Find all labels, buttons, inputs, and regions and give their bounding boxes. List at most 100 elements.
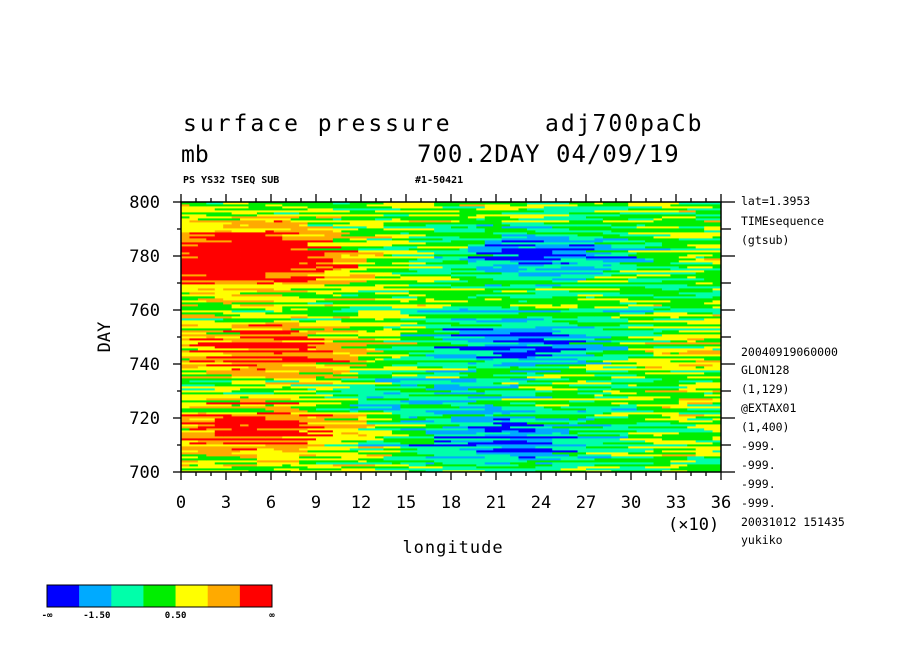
- heatmap-cell: [704, 358, 722, 361]
- heatmap-cell: [181, 378, 190, 381]
- heatmap-cell: [358, 358, 376, 361]
- heatmap-cell: [366, 460, 393, 463]
- heatmap-cell: [670, 300, 713, 303]
- heatmap-cell: [181, 312, 224, 315]
- heatmap-cell: [451, 240, 469, 243]
- heatmap-cell: [400, 442, 435, 445]
- heatmap-cell: [569, 428, 595, 431]
- heatmap-cell: [636, 274, 671, 277]
- heatmap-cell: [586, 352, 629, 355]
- heatmap-cell: [181, 368, 233, 371]
- heatmap-cell: [442, 328, 494, 331]
- heatmap-cell: [282, 260, 317, 263]
- heatmap-cell: [349, 430, 393, 433]
- heatmap-cell: [602, 392, 612, 395]
- heatmap-cell: [231, 452, 275, 455]
- heatmap-cell: [425, 370, 477, 373]
- heatmap-cell: [594, 238, 629, 241]
- heatmap-cell: [282, 364, 325, 367]
- heatmap-cell: [467, 216, 486, 219]
- heatmap-cell: [484, 392, 536, 395]
- heatmap-cell: [383, 336, 435, 339]
- heatmap-cell: [451, 334, 486, 337]
- heatmap-cell: [459, 372, 503, 375]
- heatmap-cell: [678, 356, 722, 359]
- colorbar-label: ∞: [269, 611, 275, 621]
- heatmap-cell: [383, 274, 401, 277]
- heatmap-cell: [341, 320, 393, 323]
- heatmap-cell: [594, 306, 629, 309]
- heatmap-cell: [349, 202, 384, 205]
- heatmap-cell: [206, 214, 258, 217]
- heatmap-cell: [214, 408, 266, 411]
- heatmap-cell: [619, 466, 646, 469]
- heatmap-cell: [349, 292, 376, 295]
- heatmap-cell: [408, 290, 460, 293]
- heatmap-cell: [695, 212, 713, 215]
- heatmap-cell: [535, 212, 570, 215]
- heatmap-cell: [349, 232, 401, 235]
- heatmap-cell: [417, 344, 435, 347]
- heatmap-cell: [712, 320, 722, 323]
- heatmap-cell: [586, 258, 604, 261]
- heatmap-cell: [653, 346, 705, 349]
- heatmap-cell: [484, 302, 511, 305]
- heatmap-cell: [273, 394, 292, 397]
- heatmap-cell: [628, 250, 671, 253]
- heatmap-cell: [223, 352, 275, 355]
- heatmap-cell: [391, 406, 401, 409]
- heatmap-cell: [181, 396, 216, 399]
- heatmap-cell: [712, 288, 722, 291]
- heatmap-cell: [256, 460, 300, 463]
- heatmap-cell: [349, 324, 384, 327]
- heatmap-cell: [349, 316, 384, 319]
- heatmap-cell: [349, 408, 401, 411]
- heatmap-cell: [316, 378, 342, 381]
- heatmap-cell: [358, 416, 368, 419]
- heatmap-cell: [223, 302, 233, 305]
- heatmap-cell: [526, 376, 562, 379]
- heatmap-cell: [695, 282, 713, 285]
- heatmap-cell: [695, 440, 722, 443]
- heatmap-cell: [181, 286, 207, 289]
- heatmap-cell: [594, 414, 629, 417]
- heatmap-cell: [290, 444, 325, 447]
- heatmap-cell: [223, 250, 241, 253]
- heatmap-cell: [602, 350, 646, 353]
- heatmap-cell: [307, 248, 359, 251]
- heatmap-cell: [628, 448, 654, 451]
- heatmap-cell: [189, 266, 233, 269]
- heatmap-cell: [543, 406, 553, 409]
- heatmap-cell: [535, 368, 587, 371]
- heatmap-cell: [552, 332, 595, 335]
- heatmap-cell: [476, 206, 486, 209]
- heatmap-cell: [695, 276, 722, 279]
- heatmap-cell: [282, 282, 292, 285]
- heatmap-cell: [358, 376, 393, 379]
- heatmap-cell: [383, 258, 418, 261]
- heatmap-cell: [307, 406, 317, 409]
- heatmap-cell: [594, 218, 604, 221]
- heatmap-cell: [518, 268, 528, 271]
- heatmap-cell: [501, 446, 536, 449]
- heatmap-cell: [653, 442, 663, 445]
- heatmap-cell: [577, 318, 629, 321]
- heatmap-cell: [712, 210, 722, 213]
- heatmap-cell: [510, 402, 536, 405]
- heatmap-cell: [223, 338, 275, 341]
- heatmap-cell: [231, 258, 283, 261]
- heatmap-cell: [425, 234, 443, 237]
- heatmap-cell: [181, 398, 207, 401]
- heatmap-cell: [324, 376, 359, 379]
- heatmap-cell: [636, 394, 654, 397]
- heatmap-cell: [189, 442, 207, 445]
- heatmap-cell: [417, 392, 435, 395]
- heatmap-cell: [476, 450, 511, 453]
- heatmap-cell: [240, 388, 292, 391]
- heatmap-cell: [670, 236, 713, 239]
- heatmap-cell: [214, 308, 266, 311]
- heatmap-cell: [181, 350, 190, 353]
- heatmap-cell: [197, 470, 249, 473]
- heatmap-cell: [602, 346, 629, 349]
- heatmap-cell: [307, 264, 359, 267]
